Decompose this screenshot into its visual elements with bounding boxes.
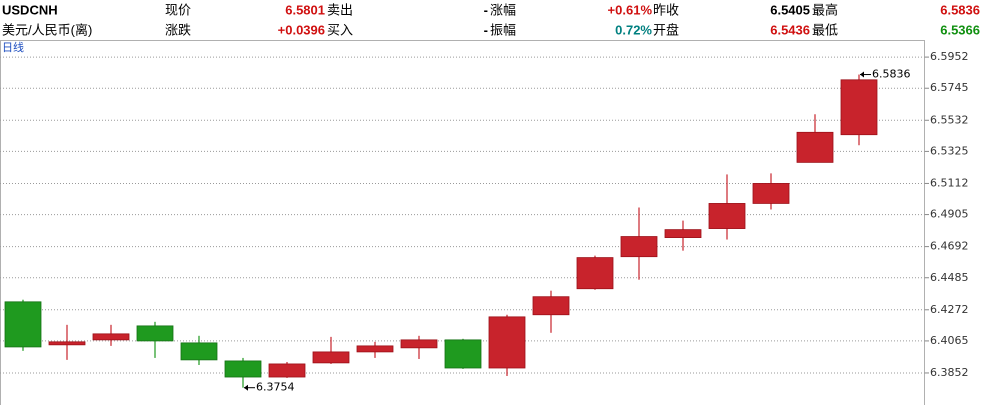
candle-body xyxy=(268,363,306,378)
symbol: USDCNH xyxy=(2,2,58,17)
instrument-name: 美元/人民币(离) xyxy=(2,22,92,37)
candle-body xyxy=(356,345,394,353)
plot-frame xyxy=(0,40,925,405)
candle-body xyxy=(4,301,42,348)
field-label: 卖出 xyxy=(327,2,353,17)
candle-body xyxy=(444,339,482,369)
candle-body xyxy=(312,351,350,364)
field-value: - xyxy=(484,22,488,37)
candle-body xyxy=(92,333,130,341)
field-value: 6.5366 xyxy=(940,22,980,37)
y-tick-label: 6.4485 xyxy=(930,271,969,284)
candle-body xyxy=(400,339,438,349)
field-label: 最低 xyxy=(812,22,838,37)
high-annotation: 6.5836 xyxy=(872,68,911,81)
field-label: 买入 xyxy=(327,22,353,37)
field-value: 6.5836 xyxy=(940,2,980,17)
field-value: +0.61% xyxy=(608,2,653,17)
y-tick-label: 6.5325 xyxy=(930,144,969,157)
candle-body xyxy=(180,342,218,361)
field-value: 6.5436 xyxy=(770,22,810,37)
field-value: 6.5405 xyxy=(770,2,810,17)
candle-body xyxy=(136,325,174,342)
candle-body xyxy=(576,257,614,290)
candle-body xyxy=(752,183,790,204)
period-label: 日线 xyxy=(2,40,24,54)
field-value: +0.0396 xyxy=(278,22,325,37)
field-label: 涨跌 xyxy=(165,22,191,37)
candle-body xyxy=(664,229,702,238)
y-tick-label: 6.4272 xyxy=(930,303,969,316)
field-label: 现价 xyxy=(165,2,191,17)
candle-body xyxy=(708,203,746,229)
y-tick-label: 6.4065 xyxy=(930,334,969,347)
candle-body xyxy=(488,316,526,369)
candle-body xyxy=(840,79,878,136)
low-annotation: 6.3754 xyxy=(256,381,295,394)
candle-body xyxy=(224,360,262,378)
y-tick-label: 6.5745 xyxy=(930,81,969,94)
field-label: 最高 xyxy=(812,2,838,17)
candle-body xyxy=(532,296,570,316)
field-label: 振幅 xyxy=(490,22,516,37)
annotation-arrowhead xyxy=(860,71,864,78)
candle-body xyxy=(48,341,86,346)
candle-body xyxy=(620,236,658,258)
field-label: 涨幅 xyxy=(490,2,516,17)
y-tick-label: 6.5112 xyxy=(930,176,969,189)
field-value: 0.72% xyxy=(615,22,652,37)
annotation-arrowhead xyxy=(244,384,248,391)
field-value: - xyxy=(484,2,488,17)
field-value: 6.5801 xyxy=(285,2,325,17)
y-tick-label: 6.3852 xyxy=(930,366,969,379)
y-tick-label: 6.5952 xyxy=(930,50,969,63)
field-label: 昨收 xyxy=(653,2,679,17)
y-tick-label: 6.4905 xyxy=(930,208,969,221)
y-tick-label: 6.5532 xyxy=(930,113,969,126)
y-tick-label: 6.4692 xyxy=(930,240,969,253)
candle-body xyxy=(796,131,834,163)
field-label: 开盘 xyxy=(653,22,679,37)
